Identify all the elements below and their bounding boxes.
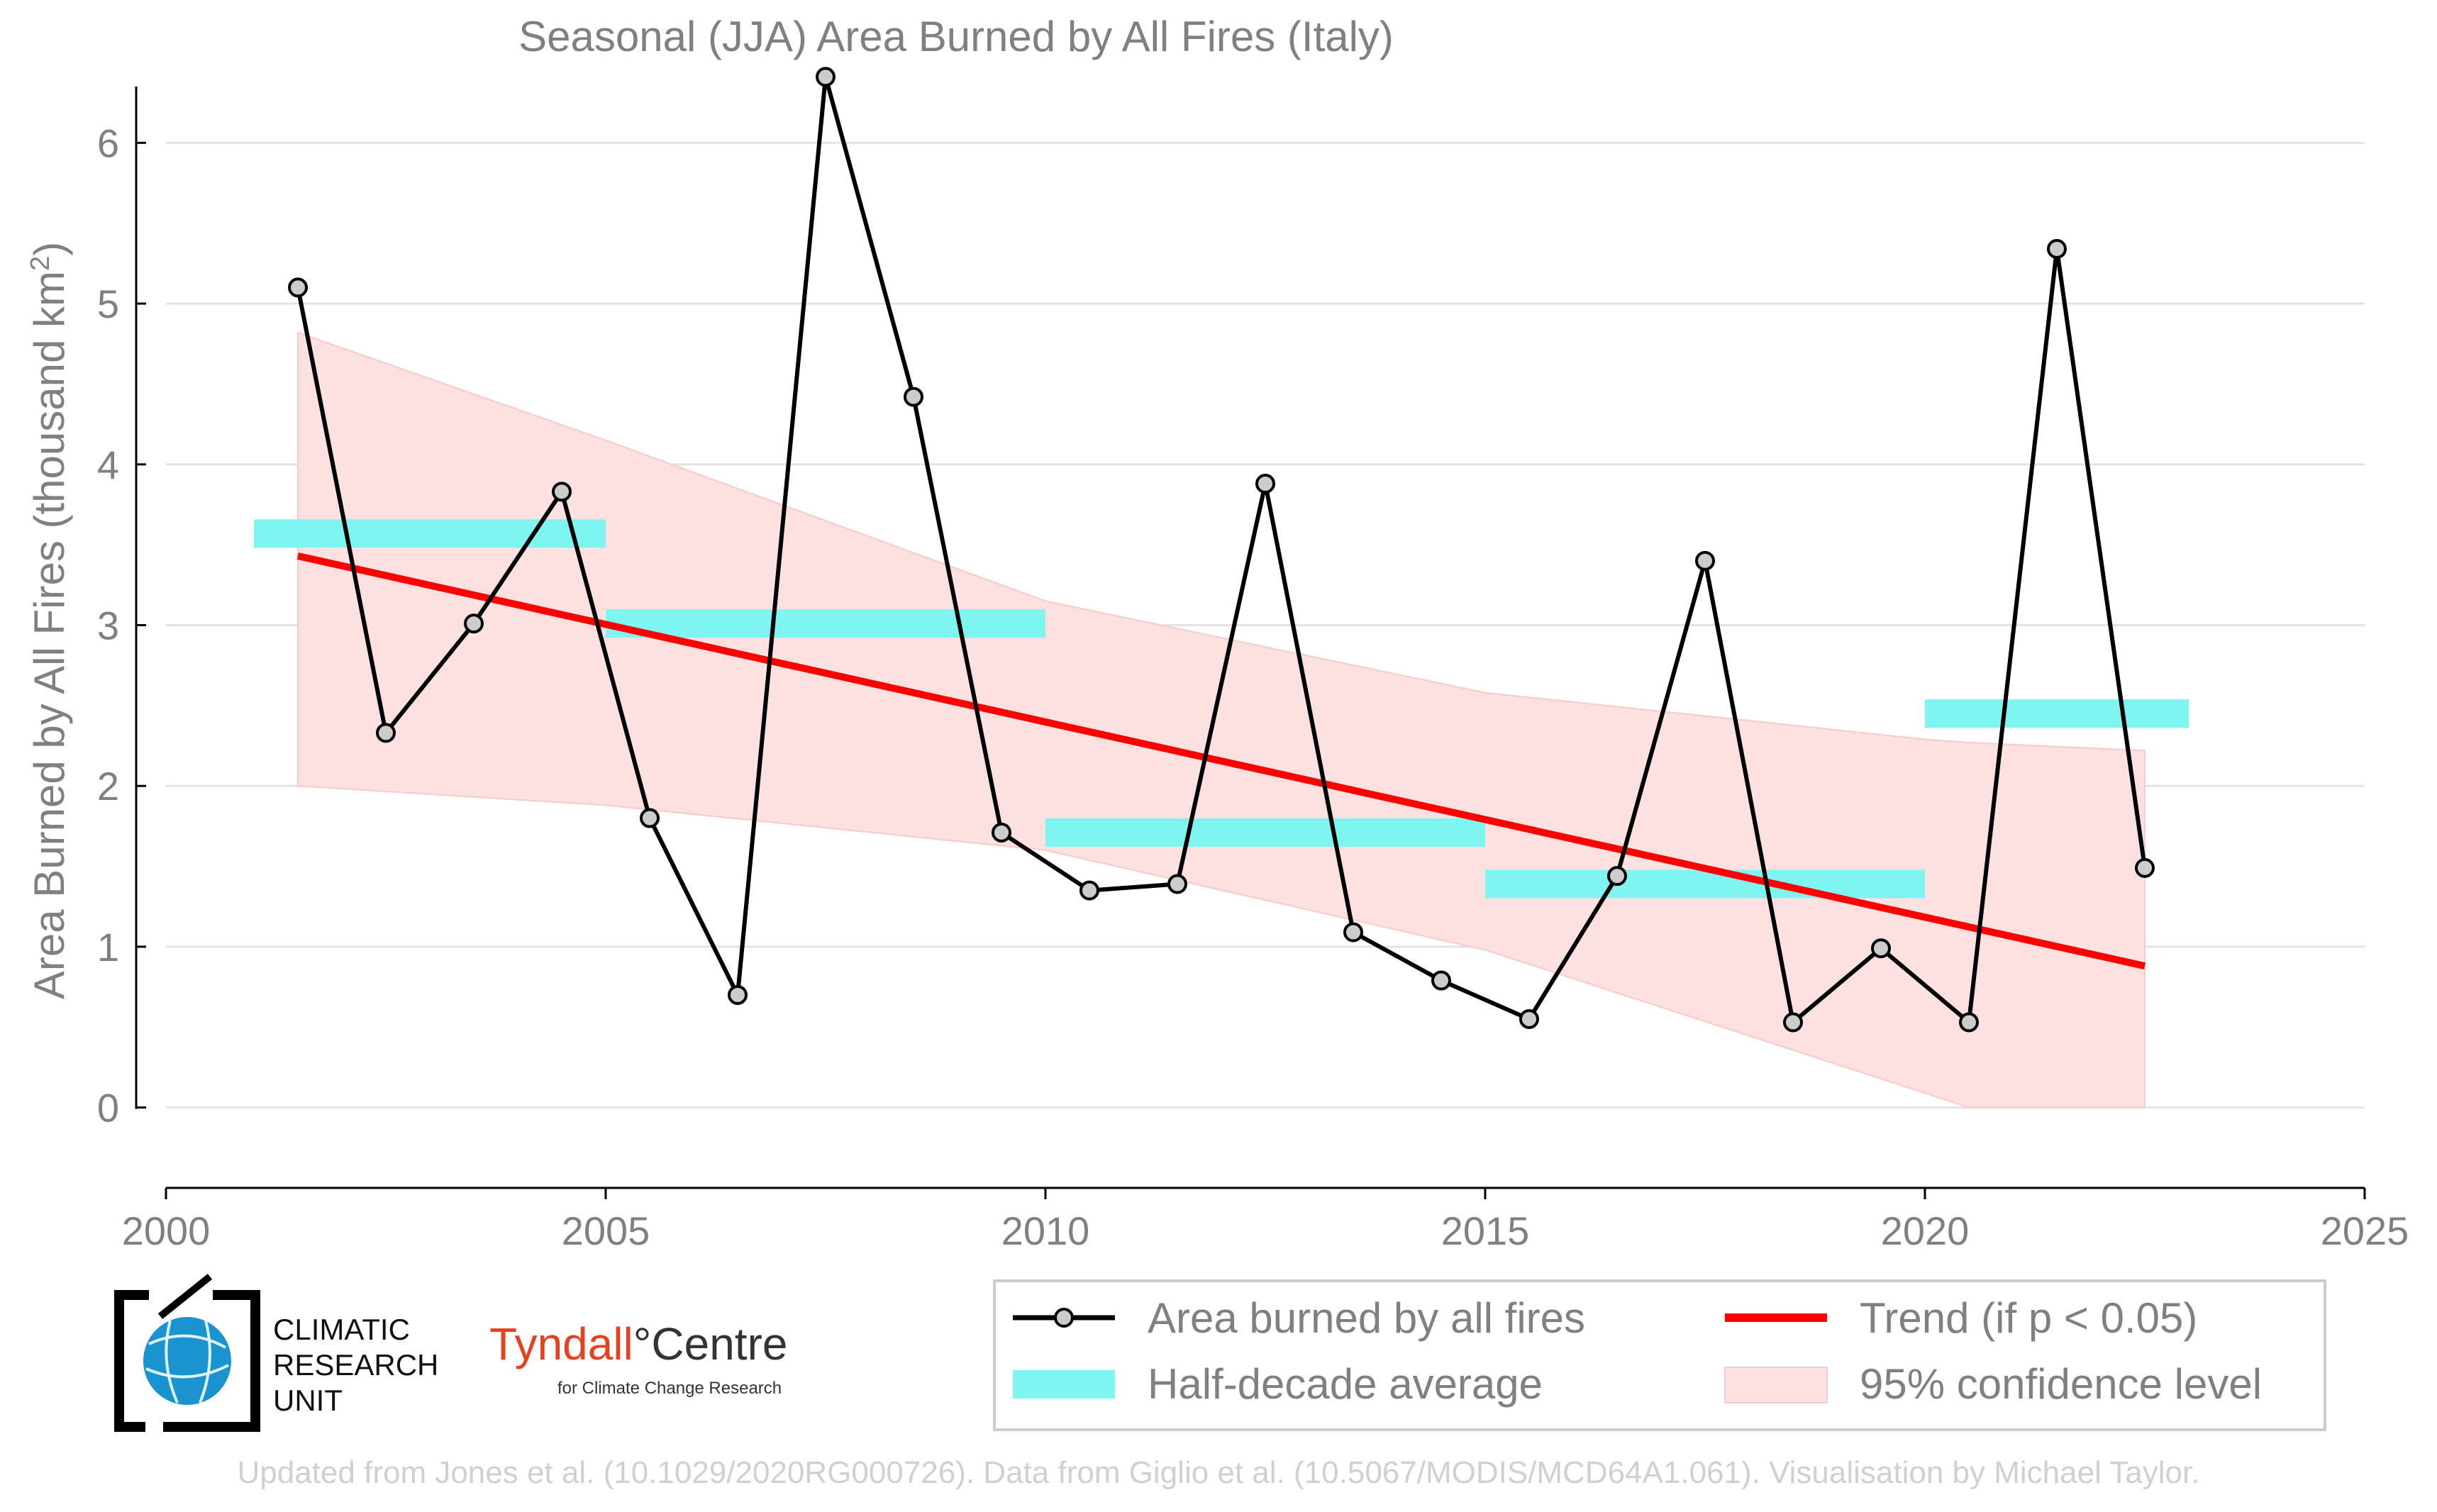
cru-line-1: CLIMATIC [273,1313,410,1346]
cru-line-2: RESEARCH [273,1348,439,1382]
y-axis-label: Area Burned by All Fires (thousand km2) [26,242,73,999]
series-point [1871,938,1891,959]
series-point [816,67,836,87]
y-tick-label: 3 [97,604,119,648]
legend-frame [993,1279,2326,1431]
series-point [464,613,484,634]
series-point [1079,880,1099,901]
half-decade-averages [254,519,2189,899]
cru-line-3: UNIT [273,1384,343,1417]
series-point [552,482,572,502]
footer-credits: Updated from Jones et al. (10.1029/2020R… [237,1455,2200,1490]
series-point [992,822,1011,843]
x-tick-label: 2000 [122,1208,211,1253]
cru-logo [114,1274,260,1432]
series-point [1607,866,1627,886]
series-point [376,723,396,743]
series-point [904,387,923,407]
series-point [2047,238,2067,259]
legend-marker-confidence [1724,1367,1828,1403]
y-tick-label: 0 [97,1086,119,1130]
area-burned-series [288,67,2155,1033]
y-axis-label-close: ) [26,242,73,256]
y-axis-label-sup: 2 [26,256,55,271]
tyndall-logo: Tyndall°Centre for Climate Change Resear… [489,1318,788,1398]
series-point [728,984,748,1005]
half-decade-bar [254,519,606,548]
half-decade-bar [1045,818,1485,847]
legend-label-half-decade: Half-decade average [1148,1360,1543,1408]
tyndall-name: Tyndall [489,1318,633,1369]
y-axis-label-main: Area Burned by All Fires (thousand km [26,271,73,999]
series-point [1519,1008,1539,1029]
series-point [1167,874,1187,894]
x-tick-label: 2005 [562,1208,650,1253]
legend-marker-series-dot [1054,1308,1074,1328]
x-tick-label: 2010 [1001,1208,1090,1253]
legend: Area burned by all fires Trend (if p < 0… [993,1279,2326,1431]
y-tick-label: 2 [97,764,119,808]
series-point [640,808,660,828]
half-decade-bar [606,609,1045,638]
series-point [2135,857,2155,878]
half-decade-bar [1925,699,2189,728]
globe-icon [143,1317,231,1405]
confidence-band [297,331,2145,1108]
series-point [1343,922,1363,943]
y-tick-label: 4 [97,443,119,487]
trend-line [296,552,2146,970]
chart-title: Seasonal (JJA) Area Burned by All Fires … [518,13,1394,60]
confidence-band-area [297,331,2145,1108]
series-point [1695,550,1715,571]
series-point [1431,970,1451,991]
x-tick-label: 2015 [1441,1208,1530,1253]
half-decade-bar [1485,869,1925,899]
y-tick-label: 6 [97,121,119,165]
tyndall-centre: Centre [651,1318,788,1369]
series-point [288,277,308,298]
cru-logo-text: CLIMATIC RESEARCH UNIT [273,1312,438,1418]
series-line [296,74,2147,1025]
legend-label-confidence: 95% confidence level [1860,1360,2262,1408]
tyndall-subtitle: for Climate Change Research [557,1379,782,1398]
series-point [1783,1012,1803,1033]
trend-line-path [296,552,2146,970]
legend-marker-half-decade [1013,1370,1115,1399]
legend-label-trend: Trend (if p < 0.05) [1860,1294,2197,1342]
y-tick-label: 1 [97,925,119,969]
series-point [1959,1012,1979,1033]
tyndall-degree: ° [633,1318,652,1369]
x-tick-label: 2020 [1881,1208,1970,1253]
series-point [1255,473,1275,494]
legend-label-series: Area burned by all fires [1148,1294,1585,1342]
y-tick-label: 5 [97,282,119,326]
axes: 0 1 2 3 4 5 6 2000 2005 2010 2015 2020 2025 [97,87,2409,1253]
x-tick-label: 2025 [2321,1208,2409,1253]
